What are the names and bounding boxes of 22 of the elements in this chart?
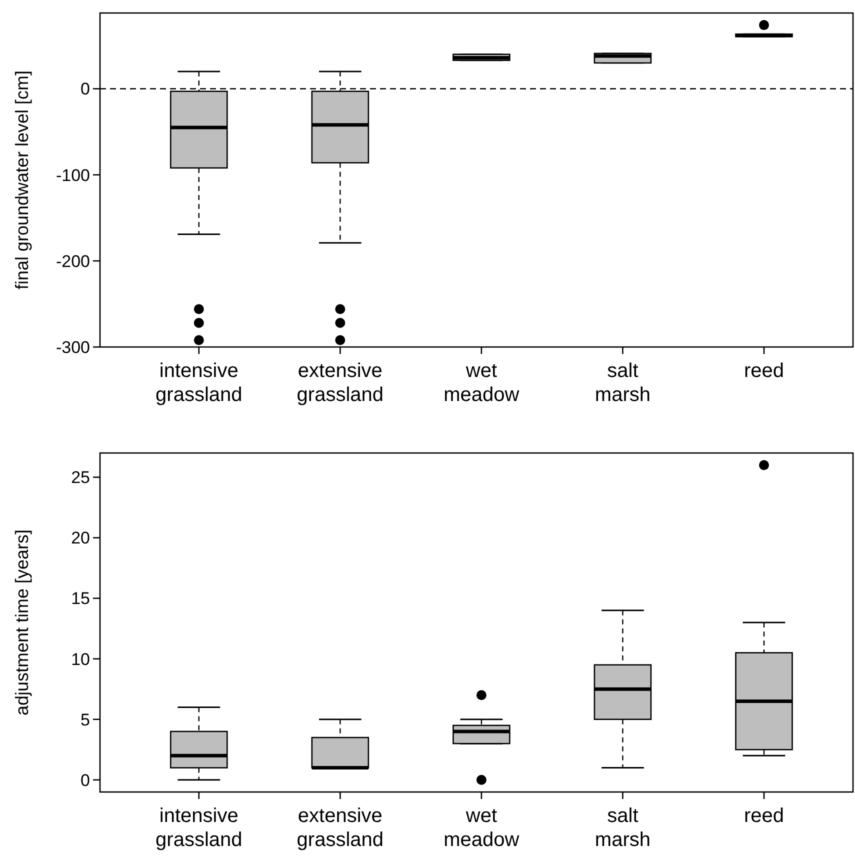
y-tick-label: -300 xyxy=(56,338,90,357)
y-tick-label: -100 xyxy=(56,166,90,185)
x-tick-label: salt marsh xyxy=(594,360,651,406)
y-tick-label: 15 xyxy=(71,589,90,608)
y-tick-label: 5 xyxy=(80,710,90,730)
x-tick-label: wet meadow xyxy=(444,360,520,406)
y-tick-label: -200 xyxy=(56,252,90,271)
y-tick-label: 10 xyxy=(71,650,90,669)
y-axis-title: final groundwater level [cm] xyxy=(12,70,32,290)
x-tick-label: reed xyxy=(744,805,784,827)
x-tick-label: extensive grassland xyxy=(296,805,384,851)
y-tick-label: 0 xyxy=(80,770,90,790)
y-tick-label: 0 xyxy=(80,80,90,99)
x-tick-label: salt marsh xyxy=(594,805,651,851)
x-tick-label: intensive grassland xyxy=(156,805,242,851)
y-tick-label: 25 xyxy=(71,468,90,488)
y-tick-label: 20 xyxy=(71,528,90,548)
x-tick-label: reed xyxy=(744,360,784,382)
x-tick-label: intensive grassland xyxy=(156,360,242,406)
x-tick-label: wet meadow xyxy=(444,805,520,851)
x-tick-label: extensive grassland xyxy=(296,360,384,406)
y-axis-title: adjustment time [years] xyxy=(12,529,32,716)
